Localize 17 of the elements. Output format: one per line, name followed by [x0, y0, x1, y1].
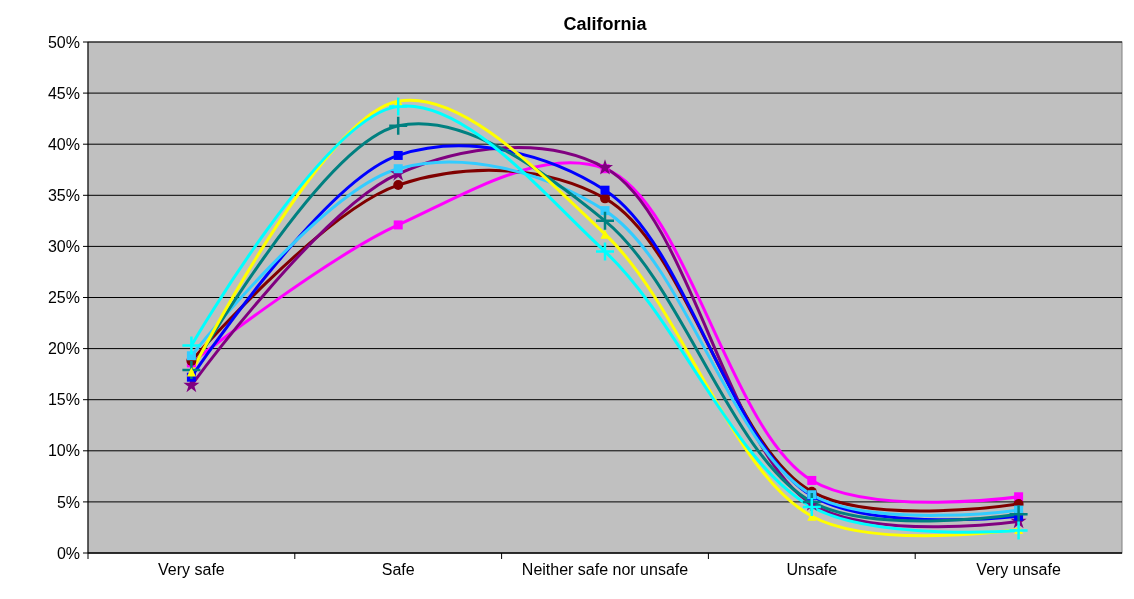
- x-tick-label: Safe: [381, 561, 415, 578]
- y-tick-label: 15%: [47, 391, 80, 409]
- x-tick-label: Neither safe nor unsafe: [521, 561, 689, 578]
- y-tick-label: 30%: [47, 238, 80, 255]
- y-tick-label: 0%: [56, 544, 80, 562]
- y-tick-label: 45%: [47, 84, 80, 102]
- y-tick-label: 35%: [47, 186, 80, 204]
- chart-title: California: [563, 14, 648, 34]
- y-tick-label: 20%: [47, 340, 80, 358]
- x-tick-label: Unsafe: [786, 561, 838, 578]
- y-tick-label: 10%: [47, 442, 80, 460]
- x-tick-label: Very safe: [158, 561, 225, 578]
- y-tick-label: 5%: [56, 493, 80, 511]
- x-tick-label: Very unsafe: [976, 561, 1061, 578]
- y-tick-label: 40%: [47, 135, 80, 153]
- y-tick-label: 25%: [47, 289, 80, 307]
- y-tick-label: 50%: [47, 33, 80, 51]
